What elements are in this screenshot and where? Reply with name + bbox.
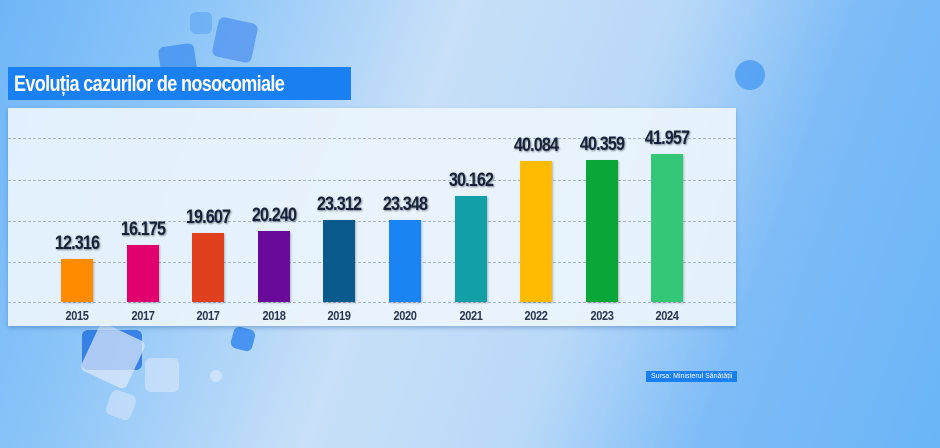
decorative-cube (104, 388, 138, 422)
bar-group: 12.316 2015 (44, 108, 110, 326)
bar (192, 233, 225, 302)
bar-year-label: 2023 (590, 308, 614, 323)
chart-title-banner: Evoluția cazurilor de nosocomiale (8, 67, 352, 100)
bar-value-label: 30.162 (448, 170, 493, 191)
bar-year-label: 2019 (327, 308, 351, 323)
bar-year-label: 2017 (196, 308, 220, 323)
bar-year-label: 2022 (524, 308, 548, 323)
bar-value-label: 41.957 (645, 128, 690, 149)
bar-year-label: 2017 (131, 308, 155, 323)
gridline (8, 262, 736, 263)
bar-group: 40.084 2022 (503, 108, 569, 326)
bar (520, 161, 553, 302)
bar-value-label: 12.316 (54, 233, 100, 254)
bar (323, 220, 356, 302)
chart-title: Evoluția cazurilor de nosocomiale (14, 70, 285, 96)
decorative-cube (210, 370, 222, 382)
bar-value-label: 20.240 (251, 205, 297, 226)
decorative-cube (190, 12, 212, 34)
bar (126, 245, 159, 302)
bar (651, 154, 684, 302)
bar-year-label: 2020 (393, 308, 417, 323)
decorative-cube (735, 60, 765, 90)
gridline (8, 180, 736, 181)
bar (454, 196, 487, 302)
bar-group: 23.312 2019 (306, 108, 372, 326)
bar (61, 259, 93, 302)
decorative-cube (211, 16, 259, 64)
bar-year-label: 2021 (459, 308, 483, 323)
bar-value-label: 23.348 (382, 194, 428, 215)
bar-year-label: 2018 (262, 308, 286, 323)
chart-panel: 12.316 2015 16.175 2017 19.607 2017 20.240 2018… (8, 108, 736, 326)
decorative-cube (145, 358, 179, 392)
bar-group: 20.240 2018 (241, 108, 307, 326)
bar (257, 231, 290, 302)
gridline (8, 302, 736, 303)
bar-value-label: 16.175 (120, 219, 165, 240)
bar-value-label: 19.607 (186, 207, 231, 228)
bar-value-label: 40.084 (514, 135, 559, 156)
bar-value-label: 40.359 (579, 134, 625, 155)
gridline (8, 221, 736, 222)
bar (585, 160, 618, 302)
gridline (8, 138, 736, 139)
bar-year-label: 2015 (65, 308, 89, 323)
bar (389, 220, 421, 302)
bar-group: 16.175 2017 (110, 108, 176, 326)
bar-year-label: 2024 (655, 308, 679, 323)
bar-group: 23.348 2020 (372, 108, 438, 326)
bar-group: 41.957 2024 (634, 108, 700, 326)
source-note: Sursa: Ministerul Sănătății (646, 371, 738, 382)
bar-group: 19.607 2017 (175, 108, 241, 326)
bar-group: 40.359 2023 (569, 108, 635, 326)
bar-value-label: 23.312 (317, 194, 362, 215)
bar-group: 30.162 2021 (438, 108, 504, 326)
decorative-cube (229, 325, 257, 353)
